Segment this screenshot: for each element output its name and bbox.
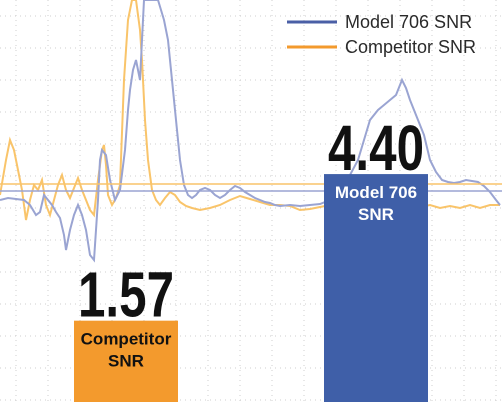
legend: Model 706 SNR Competitor SNR [287,12,476,57]
bar-category-label-competitor: SNR [108,352,144,371]
model-706-snr-trace [0,0,501,263]
bar-category-label-model-706: SNR [358,205,394,224]
legend-label-competitor: Competitor SNR [345,37,476,57]
legend-label-model-706: Model 706 SNR [345,12,472,32]
bar-value-label-competitor: 1.57 [78,259,174,331]
bar-value-label-model-706: 4.40 [328,112,424,184]
bar-model-706 [324,174,428,402]
bar-category-label-competitor: Competitor [81,330,172,349]
bar-competitor [74,320,178,402]
bar-category-label-model-706: Model 706 [335,183,417,202]
